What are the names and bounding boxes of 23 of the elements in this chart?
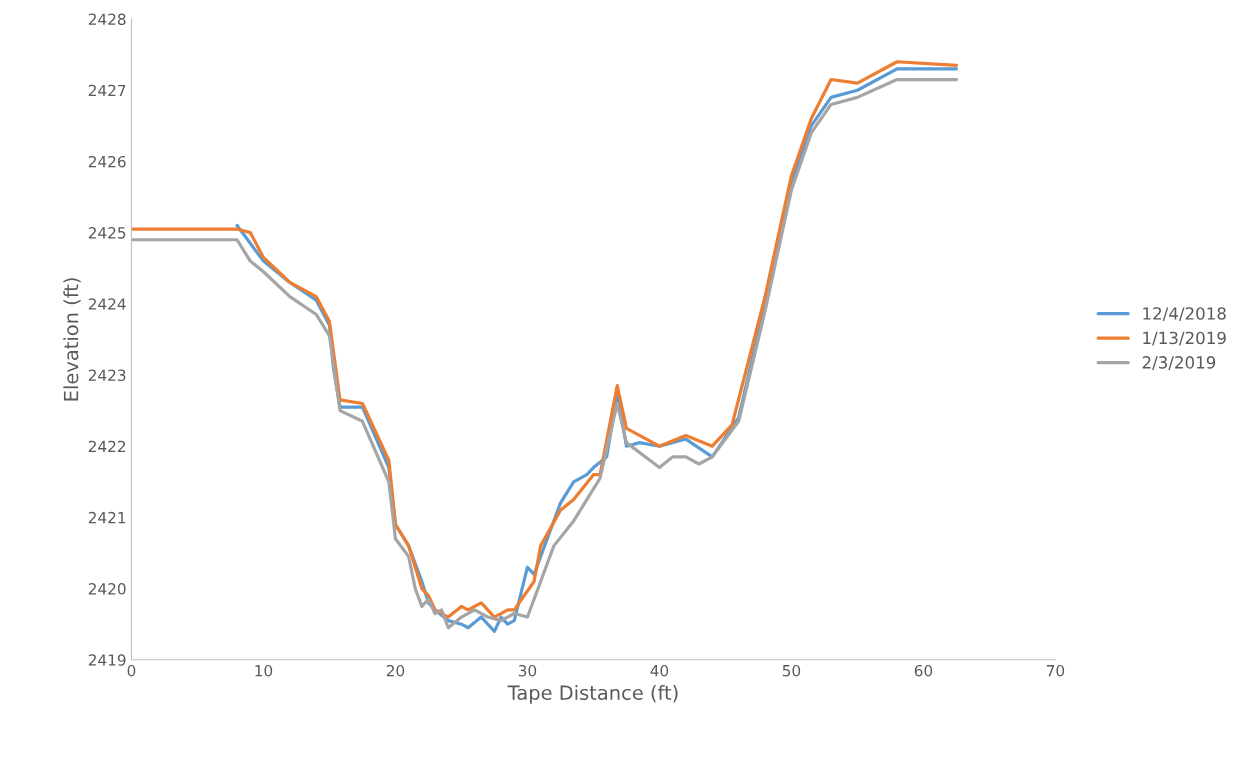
y-axis-title: Elevation (ft): [63, 278, 81, 401]
y-tick-label: 2419: [88, 654, 126, 666]
x-tick-label: 10: [255, 664, 273, 677]
y-tick-label: 2428: [88, 13, 126, 26]
x-tick-label: 0: [127, 664, 136, 677]
y-tick-label: 2422: [88, 440, 126, 452]
y-tick-label: 2420: [88, 583, 126, 595]
legend-label: 12/4/2018: [1143, 307, 1226, 322]
legend-label: 1/13/2019: [1143, 331, 1226, 346]
x-tick-label: 70: [1046, 664, 1065, 677]
y-tick-label: 2427: [88, 84, 126, 97]
x-tick-label: 60: [914, 664, 933, 677]
x-tick-label: 50: [782, 664, 801, 677]
y-tick-label: 2424: [88, 298, 126, 310]
x-tick-label: 30: [518, 664, 537, 677]
legend-label: 2/3/2019: [1142, 356, 1216, 371]
x-tick-label: 40: [650, 664, 669, 677]
y-tick-label: 2421: [88, 511, 126, 524]
y-tick-label: 2426: [88, 155, 126, 168]
x-tick-label: 20: [386, 664, 405, 677]
x-axis-title: Tape Distance (ft): [507, 684, 678, 704]
y-tick-label: 2425: [88, 227, 126, 239]
y-tick-label: 2423: [88, 369, 126, 382]
